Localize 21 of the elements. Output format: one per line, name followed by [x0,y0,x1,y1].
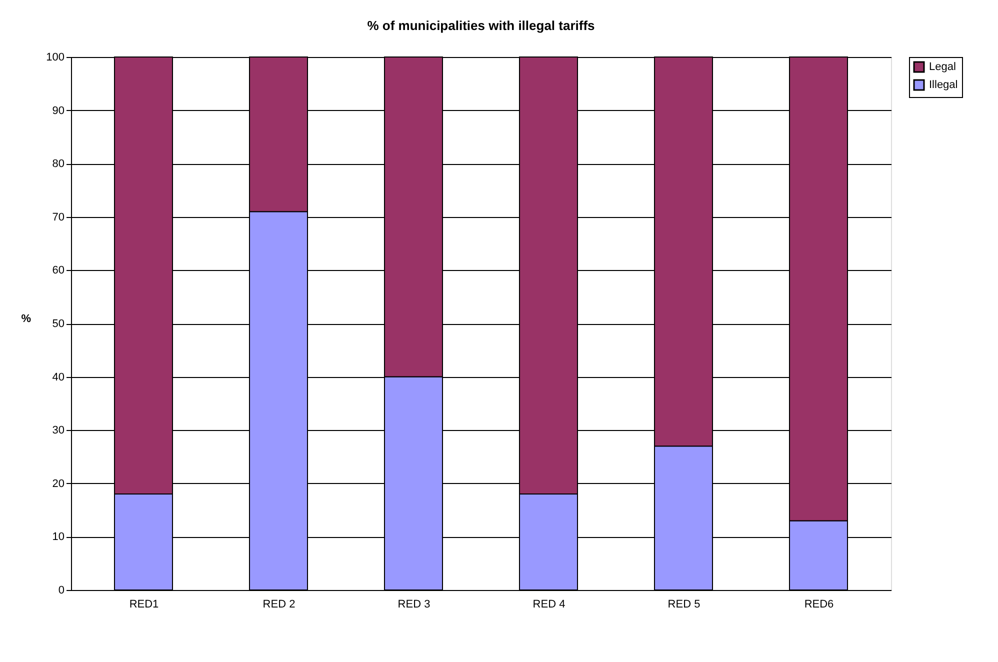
legend-label: Illegal [929,79,958,91]
y-tick-label: 90 [52,104,64,117]
y-tick-label: 80 [52,158,64,170]
y-tick-label: 100 [46,52,64,64]
x-tick-label: RED1 [129,598,159,610]
x-tick-label: RED 4 [532,598,566,610]
x-tick-label: RED 2 [262,598,296,610]
y-tick-label: 50 [52,318,64,330]
y-tick-label: 0 [58,584,64,596]
x-tick-label: RED 5 [668,598,700,610]
y-tick-label: 70 [52,211,64,224]
y-tick-label: 40 [52,371,64,384]
y-tick-label: 20 [52,478,64,490]
legend-label: Legal [929,61,956,73]
y-tick-label: 30 [52,424,64,437]
x-tick-label: RED6 [804,598,834,610]
x-tick-label: RED 3 [398,598,430,610]
y-tick-label: 10 [52,531,64,544]
y-tick-label: 60 [52,264,64,277]
y-axis-title: % [21,313,32,325]
chart-title: % of municipalities with illegal tariffs [367,18,595,33]
